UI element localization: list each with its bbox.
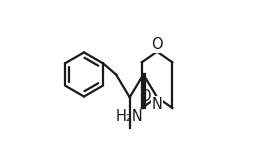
Text: O: O <box>139 89 151 104</box>
Text: N: N <box>152 97 163 112</box>
Text: O: O <box>151 37 163 52</box>
Text: H₂N: H₂N <box>116 109 144 124</box>
